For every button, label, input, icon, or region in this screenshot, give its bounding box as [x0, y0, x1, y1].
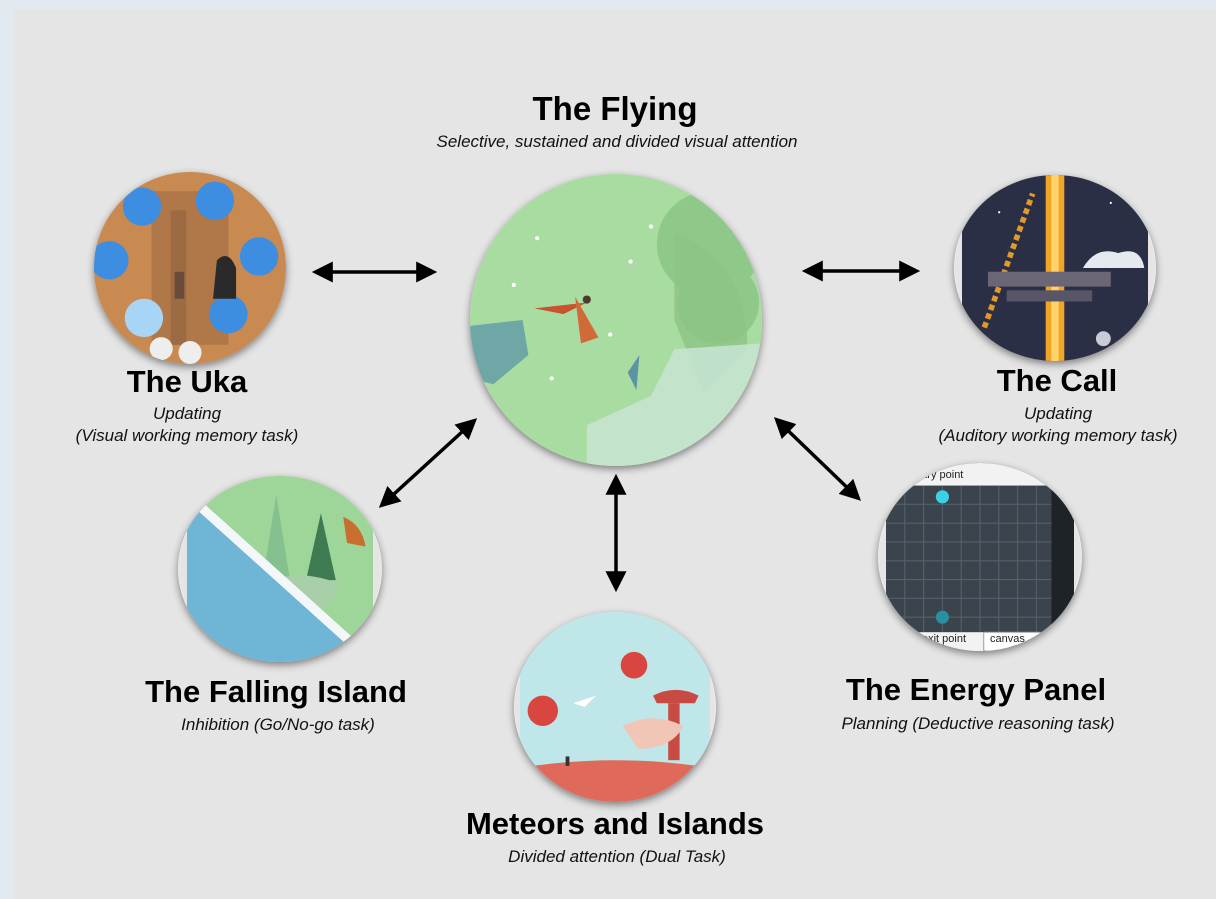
energy-canvas-label: canvas — [990, 633, 1025, 645]
energy-panel-title: The Energy Panel — [845, 672, 1107, 707]
call-game-image — [954, 175, 1156, 361]
uka-title: The Uka — [126, 364, 248, 399]
energy-entry-label: entry point — [912, 469, 964, 481]
energy-panel-subtitle: Planning (Deductive reasoning task) — [841, 714, 1115, 733]
falling-island-game-image — [178, 476, 382, 662]
falling-island-title: The Falling Island — [145, 674, 407, 709]
arrow-flying-falling — [378, 418, 478, 508]
call-subtitle-2: (Auditory working memory task) — [938, 426, 1178, 445]
uka-game-image — [94, 172, 286, 364]
flying-title: The Flying — [532, 90, 698, 127]
energy-panel-game-image: entry point exit point canvas — [878, 463, 1082, 651]
flying-subtitle: Selective, sustained and divided visual … — [436, 132, 798, 151]
uka-subtitle-2: (Visual working memory task) — [75, 426, 299, 445]
energy-exit-label: exit point — [922, 633, 967, 645]
flying-game-image — [470, 174, 762, 466]
arrow-flying-energy — [773, 417, 862, 501]
meteors-title: Meteors and Islands — [465, 806, 765, 841]
meteors-subtitle: Divided attention (Dual Task) — [508, 847, 726, 866]
meteors-game-image — [514, 612, 716, 802]
call-title: The Call — [996, 363, 1118, 398]
call-subtitle-1: Updating — [1023, 404, 1093, 423]
falling-island-subtitle: Inhibition (Go/No-go task) — [181, 715, 375, 734]
uka-subtitle-1: Updating — [152, 404, 222, 423]
